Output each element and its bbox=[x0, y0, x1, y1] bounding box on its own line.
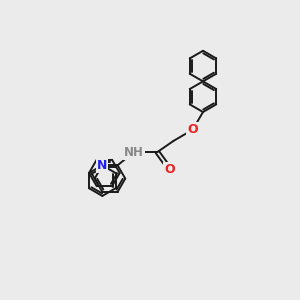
Text: O: O bbox=[164, 163, 175, 176]
Text: NH: NH bbox=[124, 146, 144, 159]
Text: O: O bbox=[188, 123, 198, 136]
Text: N: N bbox=[97, 159, 107, 172]
